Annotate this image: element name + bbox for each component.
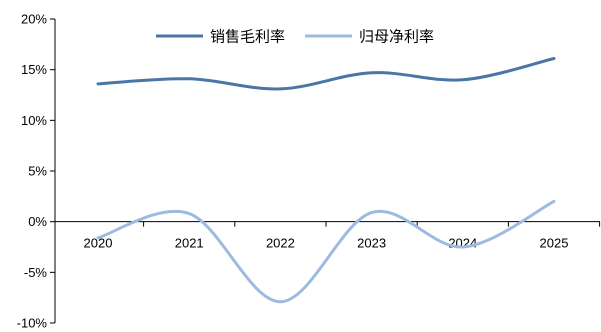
axes [50, 18, 601, 324]
series-1-point [370, 71, 373, 74]
x-tick-label: 2022 [266, 236, 295, 251]
y-tick-label: 15% [21, 62, 47, 77]
y-tick-label: 0% [28, 214, 47, 229]
series-lines [96, 57, 556, 304]
x-tick-label: 2025 [540, 236, 569, 251]
series-1-point [553, 57, 556, 60]
series-2-point [461, 246, 464, 249]
series-2-point [370, 211, 373, 214]
y-tick-label: -10% [17, 316, 48, 331]
series-line-2 [96, 199, 556, 304]
legend-label-1: 销售毛利率 [210, 28, 285, 46]
y-tick-label: 10% [21, 113, 47, 128]
series-1-point [461, 78, 464, 81]
y-tick-label: 5% [28, 164, 47, 179]
series-2-point [553, 200, 556, 203]
y-tick-label: -5% [24, 265, 48, 280]
x-tick-label: 2020 [84, 236, 113, 251]
series-1-point [188, 77, 191, 80]
series-line-1 [96, 57, 556, 91]
series-2-point [97, 236, 100, 239]
legend-label-2: 归母净利率 [359, 28, 434, 46]
series-2-point [188, 212, 191, 215]
series-1-point [97, 82, 100, 85]
series-1-point [279, 87, 282, 90]
x-tick-label: 2023 [357, 236, 386, 251]
legend: 销售毛利率 归母净利率 [156, 28, 434, 46]
series-2-point [279, 300, 282, 303]
x-tick-label: 2021 [175, 236, 204, 251]
y-tick-label: 20% [21, 12, 47, 27]
y-axis-tick-labels: -10% -5% 0% 5% 10% 15% 20% [17, 12, 48, 331]
